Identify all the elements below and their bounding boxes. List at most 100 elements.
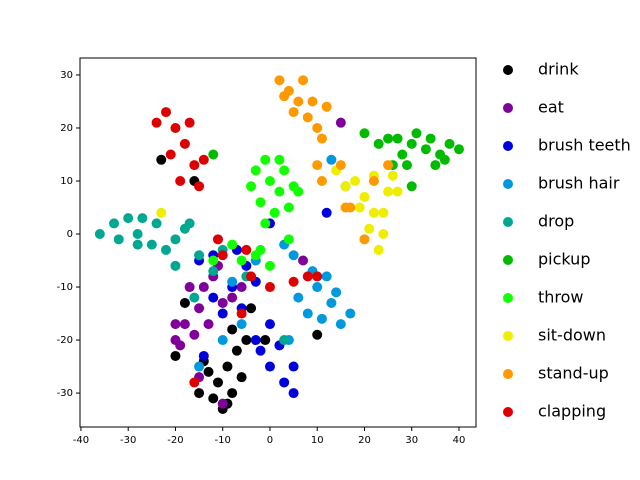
point <box>227 324 238 335</box>
point <box>312 282 323 293</box>
legend-marker <box>503 293 513 303</box>
point <box>321 101 332 112</box>
x-tick-label: 0 <box>267 435 273 446</box>
point <box>368 176 379 186</box>
point <box>227 239 238 250</box>
legend-label: drop <box>538 212 574 231</box>
point <box>189 160 200 171</box>
point <box>402 160 413 171</box>
point <box>368 207 379 218</box>
point <box>335 160 346 171</box>
point <box>260 335 271 346</box>
point <box>288 250 299 261</box>
point <box>316 176 327 186</box>
point <box>236 282 247 293</box>
point <box>170 319 181 330</box>
x-tick-label: -40 <box>73 435 89 446</box>
point <box>156 154 167 165</box>
point <box>170 234 181 245</box>
point <box>359 234 370 245</box>
point <box>293 292 304 303</box>
point <box>246 303 257 314</box>
point <box>264 282 275 293</box>
legend-label: pickup <box>538 250 590 269</box>
legend-label: throw <box>538 288 584 307</box>
point <box>321 271 332 282</box>
point <box>373 138 384 149</box>
point <box>406 138 417 149</box>
point <box>312 329 323 340</box>
legend-marker <box>503 331 513 341</box>
point <box>231 345 242 356</box>
point <box>383 186 394 197</box>
legend-marker <box>503 217 513 227</box>
point <box>411 128 422 139</box>
y-tick-label: 20 <box>60 123 73 134</box>
x-tick-label: 20 <box>358 435 371 446</box>
point <box>293 96 304 107</box>
point <box>420 144 431 155</box>
point <box>255 345 266 356</box>
point <box>279 377 290 388</box>
legend-marker <box>503 407 513 417</box>
legend-marker <box>503 141 513 151</box>
point <box>298 75 309 86</box>
point <box>439 154 450 165</box>
point <box>151 117 162 128</box>
y-tick-label: 0 <box>67 229 73 240</box>
point <box>236 308 247 319</box>
point <box>340 181 351 192</box>
point <box>137 213 148 224</box>
point <box>274 154 285 165</box>
point <box>250 335 261 346</box>
point <box>359 128 370 139</box>
point <box>179 297 190 308</box>
point <box>383 133 394 144</box>
point <box>194 303 205 314</box>
y-tick-label: 10 <box>60 176 73 187</box>
point <box>208 292 219 303</box>
point <box>250 250 261 261</box>
point <box>316 313 327 324</box>
point <box>383 160 394 171</box>
point <box>373 244 384 255</box>
point <box>194 250 205 261</box>
legend-label: sit-down <box>538 326 606 345</box>
point <box>175 176 186 186</box>
point <box>227 276 238 287</box>
plot-frame <box>79 57 477 428</box>
legend-marker <box>503 179 513 189</box>
point <box>222 361 233 372</box>
x-tick-label: -30 <box>120 435 136 446</box>
y-tick-label: 30 <box>60 70 73 81</box>
point <box>132 229 143 240</box>
legend-marker <box>503 103 513 113</box>
point <box>203 366 214 377</box>
point <box>307 96 318 107</box>
point <box>236 372 247 383</box>
point <box>283 234 294 245</box>
x-tick-label: -20 <box>167 435 183 446</box>
y-tick-label: -30 <box>57 388 73 399</box>
point <box>312 122 323 133</box>
point <box>184 218 195 229</box>
point <box>378 229 389 240</box>
point <box>246 271 257 282</box>
point <box>269 207 280 218</box>
point <box>217 335 228 346</box>
point <box>241 335 252 346</box>
point <box>331 287 342 298</box>
point <box>288 361 299 372</box>
point <box>194 181 205 192</box>
point <box>345 202 356 213</box>
point <box>378 207 389 218</box>
x-tick-label: 10 <box>311 435 324 446</box>
point <box>350 176 361 186</box>
legend-label: drink <box>538 60 579 79</box>
point <box>453 144 464 155</box>
point <box>194 388 205 399</box>
point <box>146 239 157 250</box>
point <box>279 335 290 346</box>
point <box>260 154 271 165</box>
point <box>217 308 228 319</box>
